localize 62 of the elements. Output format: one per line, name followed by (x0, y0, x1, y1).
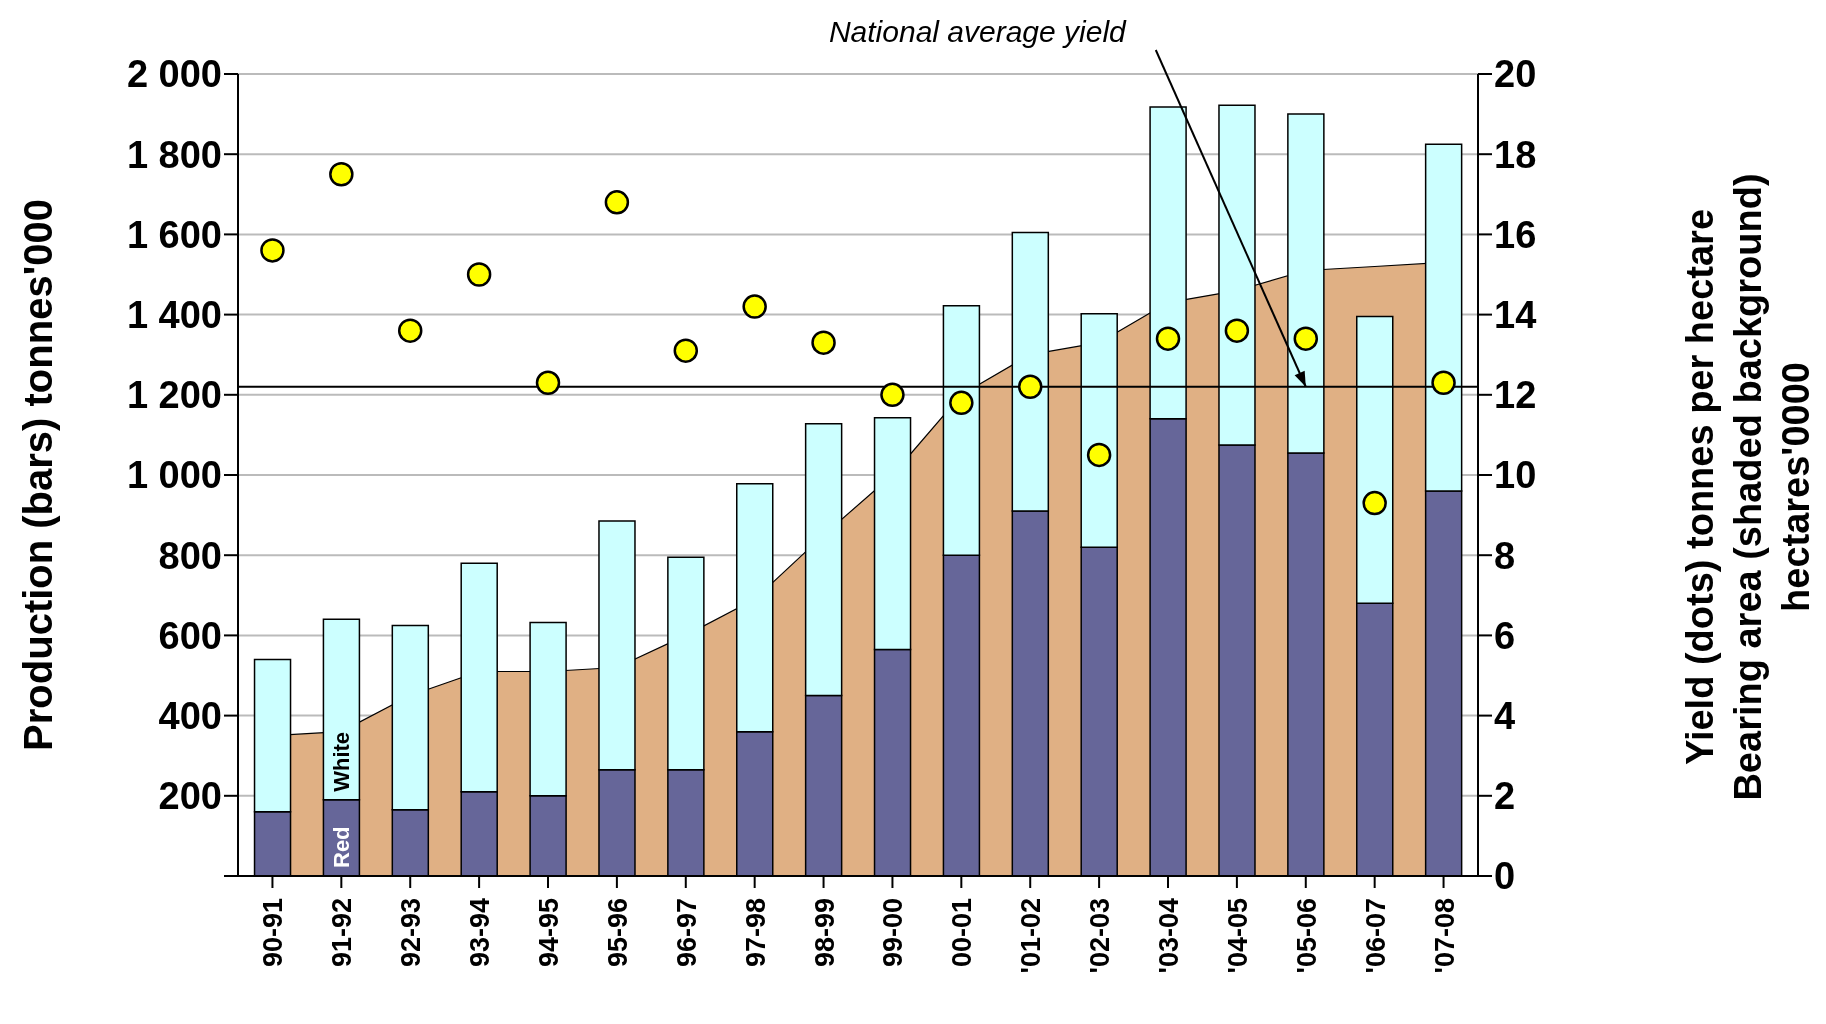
y-tick-label: 200 (158, 775, 222, 818)
x-tick-label: '06-07 (1360, 898, 1391, 974)
series-label: White (329, 731, 355, 792)
x-tick-label: 98-99 (809, 898, 840, 968)
y2-tick-label: 20 (1494, 53, 1537, 96)
y2-tick-label: 12 (1494, 374, 1537, 417)
point (466, 262, 492, 287)
y-tick-label: 1 800 (126, 133, 222, 176)
point (1017, 374, 1043, 400)
point (397, 318, 423, 343)
y-tick-label: 600 (158, 614, 222, 657)
point (1224, 318, 1250, 343)
x-tick-label: 96-97 (671, 898, 702, 968)
annotation: National average yield (828, 15, 1128, 48)
x-tick-label: 99-00 (878, 898, 909, 968)
x-tick-label: '05-06 (1291, 898, 1322, 974)
y-tick-label: 1 200 (126, 374, 222, 417)
y2-tick-label: 2 (1494, 775, 1516, 818)
point (329, 162, 354, 187)
y2-tick-label: 8 (1494, 534, 1516, 577)
x-tick-label: 00-01 (947, 898, 978, 968)
x-tick-label: '03-04 (1154, 898, 1184, 974)
point (811, 330, 836, 355)
point (1086, 442, 1112, 468)
y2-tick-label: 4 (1494, 695, 1516, 738)
point (1293, 326, 1319, 351)
point (1431, 370, 1456, 396)
x-tick-label: 92-93 (396, 898, 427, 968)
series-label: Red (329, 826, 355, 868)
x-tick-label: 95-96 (602, 898, 633, 968)
x-tick-label: '04-05 (1222, 898, 1253, 974)
y2-tick-label: 10 (1494, 454, 1537, 497)
x-tick-label: '02-03 (1085, 898, 1116, 974)
point (604, 190, 630, 215)
point (673, 338, 699, 363)
x-tick-label: 97-98 (740, 898, 771, 968)
point (880, 382, 905, 408)
x-tick-label: 93-94 (465, 898, 496, 968)
point (742, 294, 767, 319)
y-tick-label: 400 (158, 695, 222, 738)
y2-tick-label: 6 (1494, 614, 1516, 657)
x-tick-label: '07-08 (1429, 898, 1460, 974)
y2-tick-label: 14 (1494, 294, 1537, 337)
x-tick-label: 91-92 (327, 898, 358, 968)
y2-axis-title: Yield (dots) tonnes per hectare Bearing area (shaded background) hectares'0000 (1678, 173, 1818, 801)
y-tick-label: 800 (158, 534, 222, 577)
point (260, 238, 285, 263)
y-tick-label: 1 000 (126, 454, 222, 497)
y-tick-label: 1 400 (126, 294, 222, 337)
point (535, 370, 561, 396)
y-tick-label: 1 600 (126, 213, 222, 256)
point (1362, 490, 1387, 516)
y2-tick-label: 16 (1494, 213, 1537, 256)
point (1155, 326, 1181, 351)
x-tick-label: 90-91 (258, 898, 289, 968)
y-axis-title: Production (bars) tonnes'000 (16, 199, 61, 751)
y2-tick-label: 0 (1494, 855, 1516, 898)
y2-tick-label: 18 (1494, 133, 1537, 176)
point (949, 390, 974, 416)
x-tick-label: 94-95 (534, 898, 564, 968)
x-tick-label: '01-02 (1016, 898, 1047, 974)
y-tick-label: 2 000 (126, 53, 222, 96)
